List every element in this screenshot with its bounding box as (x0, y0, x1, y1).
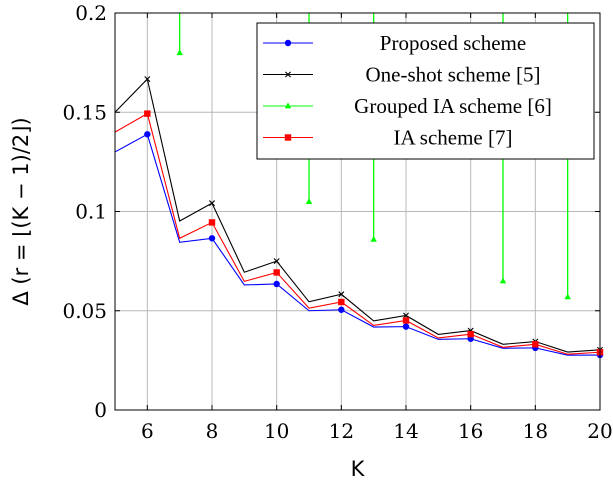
legend-label: One-shot scheme [5] (366, 63, 541, 87)
legend-marker (284, 134, 292, 141)
legend-marker (284, 102, 292, 109)
data-point (273, 269, 280, 276)
x-tick-label: 14 (393, 419, 418, 443)
data-point (403, 312, 409, 319)
series (114, 110, 604, 356)
data-point (273, 258, 280, 265)
x-tick-label: 16 (458, 419, 483, 443)
legend-marker (285, 71, 291, 78)
legend-marker (284, 39, 292, 47)
data-point (273, 280, 280, 288)
legend-label: Proposed scheme (380, 31, 526, 55)
y-tick-label: 0.05 (62, 299, 107, 323)
legend-label: IA scheme [7] (394, 126, 513, 150)
legend-item: Grouped IA scheme [6] (263, 94, 552, 118)
data-point (338, 291, 345, 298)
series-line (114, 133, 601, 356)
data-point (402, 323, 410, 330)
y-tick-label: 0 (94, 398, 107, 422)
x-axis-label: K (351, 457, 366, 481)
legend-item: Proposed scheme (263, 31, 526, 55)
y-tick-label: 0.2 (75, 1, 107, 25)
legend-item: One-shot scheme [5] (263, 63, 540, 87)
x-tick-label: 10 (264, 419, 289, 443)
data-point (208, 219, 216, 226)
data-point (209, 200, 215, 207)
x-tick-label: 12 (329, 419, 354, 443)
legend-label: Grouped IA scheme [6] (354, 94, 552, 118)
y-tick-label: 0.1 (75, 200, 107, 224)
data-point (532, 341, 539, 348)
series-line (114, 112, 601, 355)
data-point (144, 131, 151, 138)
data-point (176, 49, 183, 56)
x-tick-label: 6 (141, 419, 154, 443)
axis-ticks: 6 8 10 12 14 16 18 20 0 0.05 0.1 0.15 0.2 (62, 1, 612, 443)
data-point (338, 298, 345, 306)
data-point (338, 306, 345, 313)
data-point (144, 76, 151, 83)
y-axis-label: Δ (r = ⌊(K − 1)/2⌋) (9, 117, 33, 305)
data-point (499, 277, 507, 284)
x-tick-label: 18 (523, 419, 548, 443)
x-tick-label: 20 (587, 419, 612, 443)
x-tick-label: 8 (206, 419, 219, 443)
data-point (402, 317, 410, 324)
series-line (114, 77, 601, 353)
legend-box (256, 22, 595, 160)
data-point (305, 197, 313, 204)
legend: Proposed scheme One-shot scheme [5] Groupe… (256, 22, 595, 160)
data-point (370, 235, 377, 242)
data-point (144, 110, 151, 117)
series (114, 131, 604, 359)
data-point (467, 330, 474, 338)
data-point (564, 293, 571, 300)
legend-item: IA scheme [7] (263, 126, 512, 150)
y-tick-label: 0.15 (62, 100, 107, 124)
data-point (208, 235, 216, 242)
